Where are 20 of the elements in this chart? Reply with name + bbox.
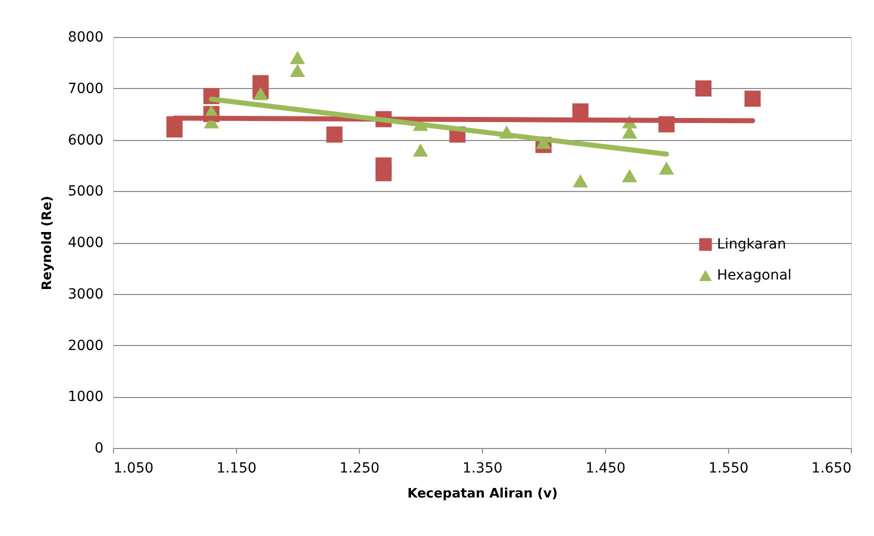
y-axis-title: Reynold (Re) (40, 196, 55, 290)
x-tick-label: 1.650 (811, 460, 852, 476)
x-tick-label: 1.150 (216, 460, 257, 476)
y-tick-label: 5000 (68, 184, 104, 200)
y-tick-label: 4000 (68, 235, 104, 251)
x-tick-label: 1.050 (114, 460, 154, 476)
x-tick-label: 1.450 (585, 460, 626, 476)
legend-label: Hexagonal (717, 268, 792, 284)
x-tick-label: 1.250 (339, 460, 380, 476)
y-tick-label: 3000 (68, 286, 104, 302)
y-tick-label: 7000 (68, 80, 104, 97)
y-tick-label: 6000 (68, 132, 104, 148)
x-axis-title: Kecepatan Aliran (v) (407, 486, 558, 502)
x-tick-label: 1.350 (462, 460, 503, 476)
legend-label: Lingkaran (717, 236, 786, 252)
y-tick-label: 8000 (68, 30, 104, 46)
y-tick-label: 1000 (68, 389, 104, 406)
y-tick-label: 2000 (68, 338, 104, 354)
x-tick-label: 1.550 (708, 460, 749, 476)
y-tick-label: 0 (94, 440, 104, 456)
